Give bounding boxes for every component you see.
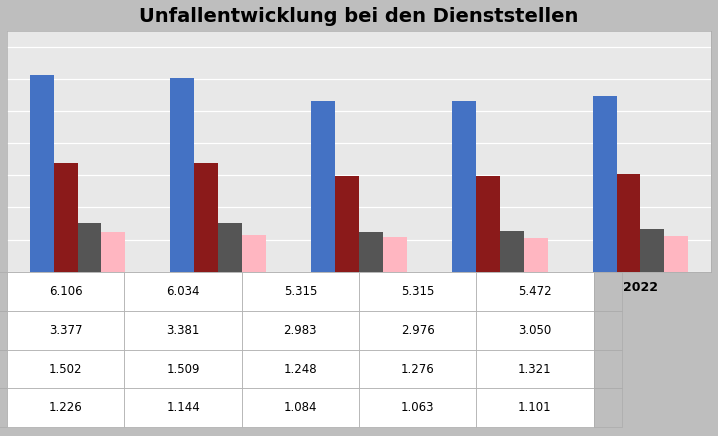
- Bar: [195, 163, 218, 272]
- Bar: [592, 96, 617, 272]
- Bar: [218, 223, 242, 272]
- Bar: [476, 176, 500, 272]
- Bar: [170, 78, 195, 272]
- Bar: [383, 237, 407, 272]
- Bar: [29, 75, 54, 272]
- Bar: [101, 232, 126, 272]
- Bar: [335, 176, 359, 272]
- Title: Unfallentwicklung bei den Dienststellen: Unfallentwicklung bei den Dienststellen: [139, 7, 579, 26]
- Bar: [78, 223, 101, 272]
- Bar: [523, 238, 548, 272]
- Bar: [500, 231, 523, 272]
- Bar: [242, 235, 266, 272]
- Bar: [359, 232, 383, 272]
- Bar: [452, 101, 476, 272]
- Bar: [311, 101, 335, 272]
- Bar: [640, 229, 664, 272]
- Bar: [617, 174, 640, 272]
- Bar: [664, 236, 689, 272]
- Bar: [54, 163, 78, 272]
